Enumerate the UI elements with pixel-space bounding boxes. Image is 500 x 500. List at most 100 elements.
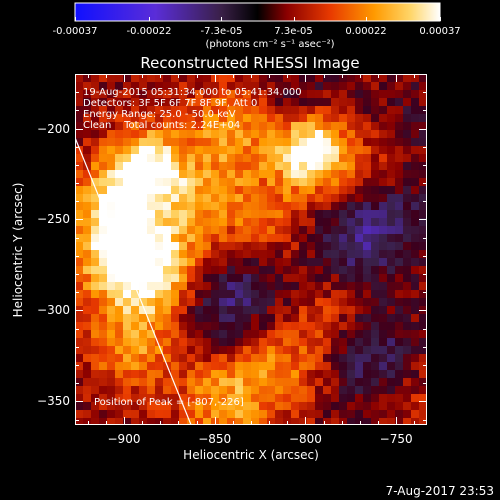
heatmap-cell [219,250,228,259]
heatmap-cell [187,394,196,403]
heatmap-cell [411,290,420,299]
heatmap-cell [355,378,364,387]
heatmap-cell [235,138,244,147]
heatmap-cell [307,314,316,323]
heatmap-cell [299,386,308,395]
heatmap-cell [131,410,140,419]
heatmap-cell [147,98,156,107]
heatmap-cell [163,402,172,411]
heatmap-cell [323,362,332,371]
heatmap-cell [411,394,420,403]
heatmap-cell [403,306,412,315]
heatmap-cell [187,234,196,243]
heatmap-cell [259,266,268,275]
heatmap-cell [363,290,372,299]
heatmap-cell [155,378,164,387]
heatmap-cell [163,282,172,291]
heatmap-cell [275,290,284,299]
heatmap-cell [323,202,332,211]
heatmap-cell [107,178,116,187]
heatmap-cell [139,210,148,219]
heatmap-cell [299,250,308,259]
heatmap-cell [331,170,340,179]
heatmap-cell [171,258,180,267]
heatmap-cell [235,74,244,83]
y-axis-label: Heliocentric Y (arcsec) [11,182,25,318]
heatmap-cell [235,90,244,99]
heatmap-cell [131,266,140,275]
heatmap-cell [259,282,268,291]
heatmap-cell [363,242,372,251]
heatmap-cell [411,410,420,419]
heatmap-cell [107,338,116,347]
heatmap-cell [131,242,140,251]
heatmap-cell [283,162,292,171]
heatmap-cell [163,146,172,155]
heatmap-cell [275,146,284,155]
heatmap-cell [355,338,364,347]
heatmap-cell [387,242,396,251]
heatmap-cell [419,98,427,107]
heatmap-cell [107,386,116,395]
heatmap-cell [155,338,164,347]
heatmap-cell [171,234,180,243]
heatmap-cell [371,314,380,323]
heatmap-cell [251,402,260,411]
heatmap-cell [115,306,124,315]
heatmap-cell [379,82,388,91]
heatmap-cell [147,266,156,275]
heatmap-cell [379,330,388,339]
heatmap-cell [211,410,220,419]
heatmap-cell [411,138,420,147]
heatmap-cell [371,234,380,243]
heatmap-cell [219,186,228,195]
heatmap-cell [83,138,92,147]
heatmap-cell [291,154,300,163]
heatmap-cell [83,234,92,243]
heatmap-cell [171,330,180,339]
heatmap-cell [355,418,364,425]
heatmap-cell [379,370,388,379]
heatmap-cell [75,194,84,203]
heatmap-cell [211,226,220,235]
heatmap-cell [267,90,276,99]
heatmap-cell [395,330,404,339]
heatmap-cell [115,202,124,211]
heatmap-cell [139,242,148,251]
heatmap-cell [363,138,372,147]
heatmap-cell [235,410,244,419]
heatmap-cell [139,266,148,275]
heatmap-cell [339,346,348,355]
heatmap-cell [195,362,204,371]
heatmap-cell [299,114,308,123]
colorbar-tick-label: 0.00037 [419,26,461,37]
heatmap-cell [291,282,300,291]
heatmap-cell [299,98,308,107]
heatmap-cell [227,298,236,307]
heatmap-cell [147,226,156,235]
heatmap-cell [403,370,412,379]
heatmap-cell [315,194,324,203]
heatmap-cell [403,266,412,275]
heatmap-cell [411,98,420,107]
heatmap-cell [83,386,92,395]
heatmap-cell [403,186,412,195]
heatmap-cell [411,314,420,323]
heatmap-cell [243,82,252,91]
heatmap-cell [107,322,116,331]
heatmap-cell [91,122,100,131]
heatmap-cell [171,106,180,115]
heatmap-cell [155,218,164,227]
heatmap-cell [91,290,100,299]
heatmap-cell [251,362,260,371]
heatmap-cell [403,218,412,227]
heatmap-cell [211,258,220,267]
heatmap-cell [339,202,348,211]
heatmap-cell [155,242,164,251]
heatmap-cell [115,178,124,187]
heatmap-cell [363,274,372,283]
heatmap-cell [339,410,348,419]
heatmap-cell [83,290,92,299]
heatmap-cell [147,362,156,371]
heatmap-cell [211,370,220,379]
